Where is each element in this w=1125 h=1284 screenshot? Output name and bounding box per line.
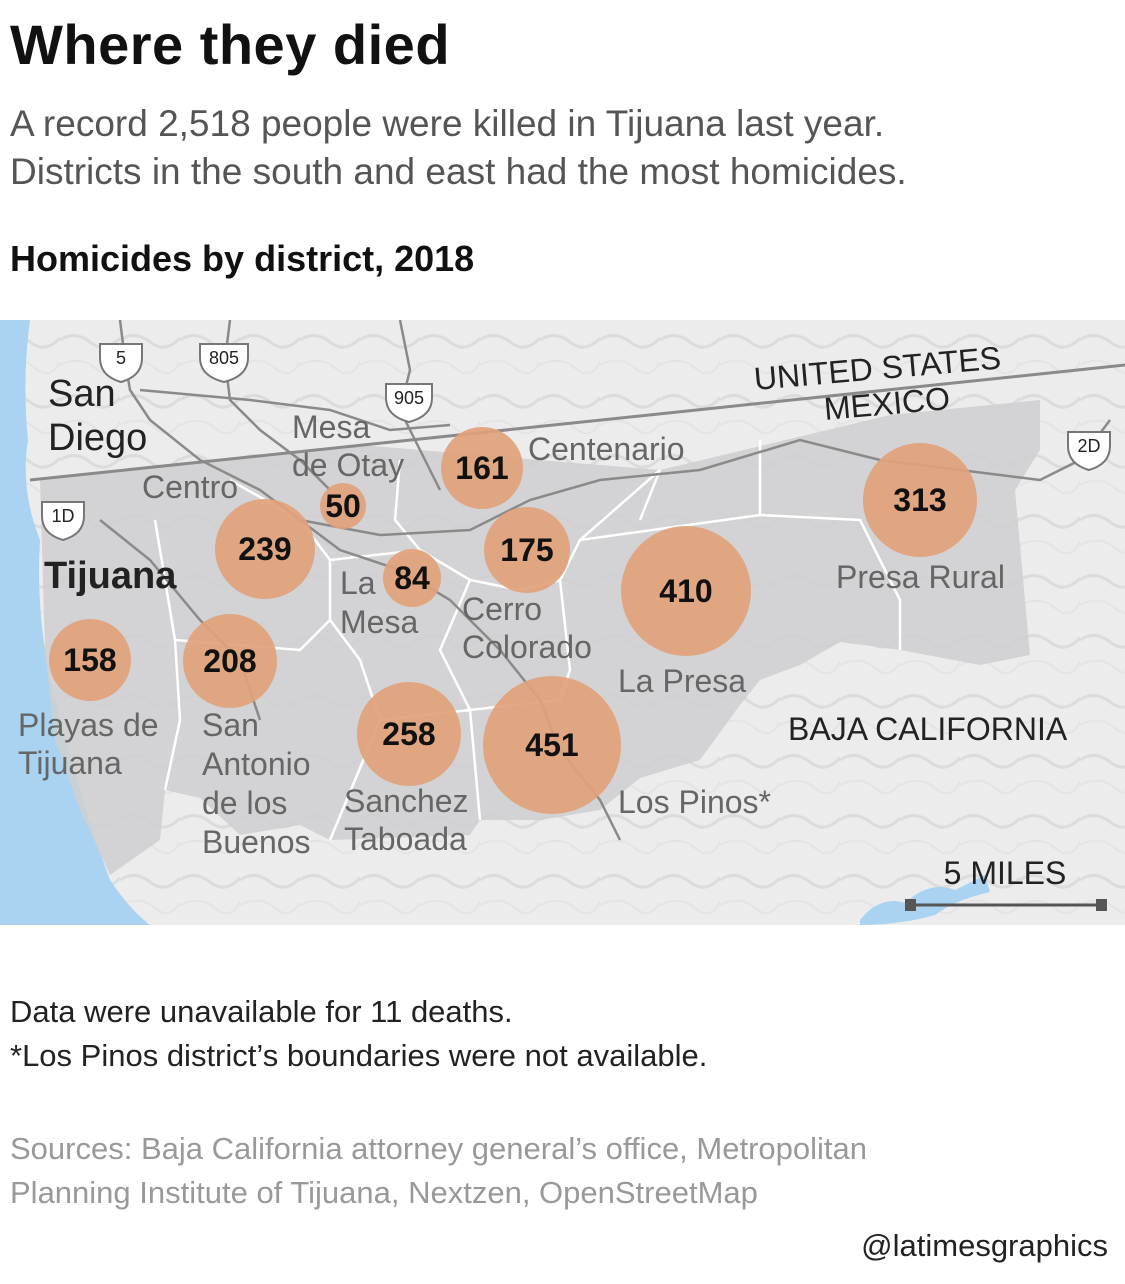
district-label-san-antonio: de los <box>202 785 287 821</box>
homicide-bubble-mesa-de-otay: 50 <box>320 483 366 529</box>
bubble-value: 258 <box>382 716 435 752</box>
highway-shield-5: 5 <box>99 343 143 384</box>
city-label-san-diego: Diego <box>48 417 147 459</box>
district-label-san-antonio: Buenos <box>202 824 311 860</box>
homicide-bubble-sanchez-taboada: 258 <box>357 682 461 786</box>
district-label-san-antonio: Antonio <box>202 746 311 782</box>
district-label-centro: Centro <box>142 469 238 505</box>
homicide-map: 5 805 905 1D 2D San Diego Tijuana UNITED… <box>0 320 1125 925</box>
bubble-value: 239 <box>238 531 291 567</box>
homicide-bubble-la-presa: 410 <box>621 526 751 656</box>
district-label-la-presa: La Presa <box>618 663 746 699</box>
district-label-san-antonio: San <box>202 707 259 743</box>
bubble-value: 175 <box>500 532 553 568</box>
credit: @latimesgraphics <box>861 1228 1108 1263</box>
scale-bar: 5 MILES <box>905 855 1107 911</box>
district-label-cerro-colorado: Colorado <box>462 629 592 665</box>
highway-shield-805: 805 <box>199 343 249 384</box>
district-label-los-pinos: Los Pinos* <box>618 784 771 820</box>
district-label-presa-rural: Presa Rural <box>836 559 1005 595</box>
highway-shield-905: 905 <box>385 383 433 424</box>
bubble-value: 84 <box>394 560 430 596</box>
homicide-bubble-centenario: 161 <box>441 427 523 509</box>
subtitle-line: A record 2,518 people were killed in Tij… <box>10 103 885 144</box>
homicide-bubble-san-antonio: 208 <box>183 614 277 708</box>
us-mexico-border <box>29 363 1125 482</box>
sources: Sources: Baja California attorney genera… <box>10 1127 1115 1215</box>
homicide-bubble-playas: 158 <box>49 619 131 701</box>
homicide-bubble-la-mesa: 84 <box>383 549 441 607</box>
bubble-value: 208 <box>203 643 256 679</box>
district-label-sanchez-taboada: Taboada <box>344 821 467 857</box>
homicide-bubble-cerro-colorado: 175 <box>484 507 570 593</box>
highway-label: 805 <box>209 348 239 368</box>
district-label-playas: Tijuana <box>18 745 122 781</box>
region-label-baja-california: BAJA CALIFORNIA <box>788 711 1068 747</box>
district-label-cerro-colorado: Cerro <box>462 591 542 627</box>
bubble-value: 410 <box>659 573 712 609</box>
bubble-value: 158 <box>63 642 116 678</box>
district-label-playas: Playas de <box>18 707 159 743</box>
district-label-centenario: Centenario <box>528 431 685 467</box>
subtitle-line: Districts in the south and east had the … <box>10 151 907 192</box>
bubble-value: 161 <box>455 450 508 486</box>
homicide-bubble-centro: 239 <box>215 499 315 599</box>
district-label-mesa-de-otay: Mesa <box>292 409 370 445</box>
bubble-value: 451 <box>525 727 578 763</box>
note-line: *Los Pinos district’s boundaries were no… <box>10 1038 708 1073</box>
city-label-tijuana: Tijuana <box>44 555 177 597</box>
highway-shield-1d: 1D <box>41 501 85 542</box>
page-title: Where they died <box>10 13 451 76</box>
highway-shield-2d: 2D <box>1067 431 1111 472</box>
district-label-la-mesa: La <box>340 565 376 601</box>
homicide-bubble-presa-rural: 313 <box>863 443 977 557</box>
district-label-la-mesa: Mesa <box>340 604 418 640</box>
bubble-value: 50 <box>325 488 361 524</box>
highway-label: 1D <box>51 506 74 526</box>
highway-label: 905 <box>394 388 424 408</box>
note-line: Data were unavailable for 11 deaths. <box>10 994 513 1029</box>
highway-label: 5 <box>116 348 126 368</box>
scale-label: 5 MILES <box>944 855 1067 891</box>
source-line: Planning Institute of Tijuana, Nextzen, … <box>10 1175 758 1210</box>
homicide-bubble-los-pinos: 451 <box>483 676 621 814</box>
bubble-value: 313 <box>893 482 946 518</box>
subtitle: A record 2,518 people were killed in Tij… <box>10 100 1115 196</box>
reservoir <box>860 875 990 925</box>
source-line: Sources: Baja California attorney genera… <box>10 1131 867 1166</box>
city-label-san-diego: San <box>48 373 116 415</box>
pacific-ocean <box>0 320 150 925</box>
chart-title: Homicides by district, 2018 <box>10 238 475 279</box>
district-label-sanchez-taboada: Sanchez <box>344 783 469 819</box>
highway-label: 2D <box>1077 436 1100 456</box>
district-label-mesa-de-otay: de Otay <box>292 447 404 483</box>
notes: Data were unavailable for 11 deaths. *Lo… <box>10 990 707 1078</box>
